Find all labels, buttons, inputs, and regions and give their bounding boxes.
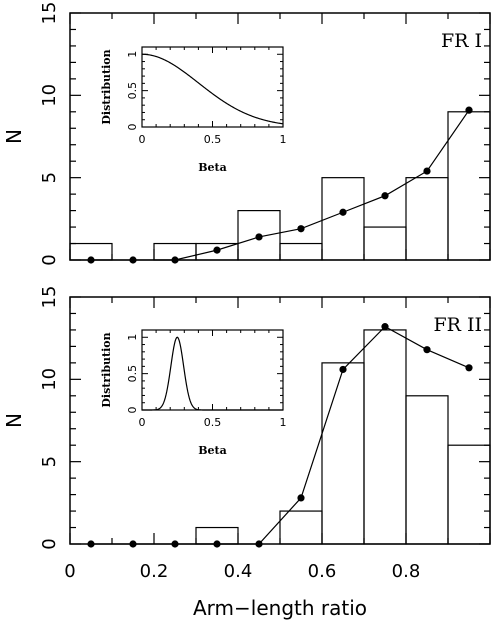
inset-y-axis-title: Distribution: [100, 332, 113, 407]
histogram-bar: [447, 444, 491, 545]
histogram-bar: [447, 111, 491, 261]
histogram-bar: [279, 510, 323, 545]
model-point: [339, 208, 347, 216]
histogram-bar: [363, 226, 407, 261]
y-tick-label: 10: [39, 368, 60, 391]
inset-x-axis-title: Beta: [198, 161, 227, 174]
y-tick-label: 15: [39, 2, 60, 25]
inset-curve: [142, 336, 283, 411]
histogram-bar: [321, 362, 365, 545]
model-point: [381, 323, 389, 331]
model-point: [213, 246, 221, 254]
model-point: [381, 192, 389, 200]
inset-frame: [141, 329, 284, 411]
x-tick-label: 0.8: [392, 561, 421, 582]
x-tick-label: 0.6: [308, 561, 337, 582]
model-point: [297, 494, 305, 502]
model-point: [339, 365, 347, 374]
inset-y-tick-label: 1: [126, 334, 139, 341]
histogram-bar: [363, 329, 407, 545]
y-axis-title: N: [2, 129, 26, 144]
histogram-bar: [279, 242, 323, 261]
inset-y-tick-label: 0: [126, 407, 139, 414]
inset-y-tick-label: 0.5: [126, 365, 139, 383]
panel-label: FR I: [441, 30, 482, 52]
y-axis-title: N: [2, 413, 26, 428]
model-point: [255, 233, 263, 241]
inset-x-axis-title: Beta: [198, 444, 227, 457]
y-tick-label: 15: [39, 286, 60, 309]
inset-y-tick-label: 1: [126, 51, 139, 58]
inset-x-tick-label: 1: [280, 133, 287, 146]
histogram-bar: [405, 395, 449, 545]
inset-x-tick-label: 0: [139, 416, 146, 429]
inset-chart: 0 0.5 1 0 0.5 1 Beta Distribution: [100, 329, 287, 457]
inset-x-tick-label: 0: [139, 133, 146, 146]
y-tick-label: 0: [39, 254, 60, 265]
histogram-bar: [405, 177, 449, 261]
y-tick-label: 5: [39, 172, 60, 183]
inset-x-tick-label: 0.5: [204, 416, 222, 429]
panel-label: FR II: [433, 314, 482, 336]
inset-x-tick-label: 1: [280, 416, 287, 429]
y-tick-label: 0: [39, 538, 60, 549]
x-axis-title: Arm−length ratio: [193, 596, 367, 620]
inset-x-tick-label: 0.5: [204, 133, 222, 146]
x-tick-label: 0: [64, 561, 75, 582]
inset-y-axis-title: Distribution: [100, 49, 113, 124]
x-tick-label: 0.4: [224, 561, 253, 582]
y-tick-label: 10: [39, 84, 60, 107]
model-point: [465, 364, 473, 372]
model-point: [465, 106, 473, 114]
y-tick-label: 5: [39, 456, 60, 467]
model-point: [423, 346, 431, 354]
inset-y-tick-label: 0: [126, 124, 139, 131]
model-point: [423, 167, 431, 175]
histogram-bar: [321, 177, 365, 261]
model-point: [297, 225, 305, 233]
x-tick-label: 0.2: [140, 561, 169, 582]
inset-y-tick-label: 0.5: [126, 82, 139, 100]
inset-chart: 0 0.5 1 0 0.5 1 Beta Distribution: [100, 46, 287, 174]
inset-curve: [141, 53, 284, 125]
